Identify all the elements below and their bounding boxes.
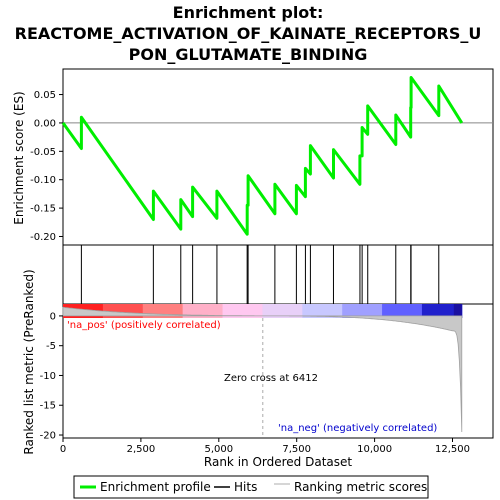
es-ytick-label: 0.05 <box>34 90 56 101</box>
title-line-2: REACTOME_ACTIVATION_OF_KAINATE_RECEPTORS… <box>15 24 482 43</box>
legend-es-label: Enrichment profile <box>100 480 211 494</box>
es-ytick-label: -0.20 <box>30 232 56 243</box>
legend-hits-label: Hits <box>234 480 257 494</box>
pos-correlated-label: 'na_pos' (positively correlated) <box>67 320 221 331</box>
color-band-segment <box>342 304 383 318</box>
es-curve <box>61 76 464 236</box>
color-band-segment <box>421 304 463 318</box>
color-band-segment <box>222 304 263 318</box>
es-ytick-label: -0.05 <box>30 147 56 158</box>
color-band-group <box>63 304 463 318</box>
color-band-segment <box>302 304 343 318</box>
metric-group <box>62 306 463 438</box>
xtick-label: 10,000 <box>357 444 392 455</box>
color-band-segment <box>382 304 423 318</box>
hits-panel-frame <box>62 244 494 305</box>
color-band-end <box>453 304 462 318</box>
metric-y-axis: 0 -5 -10 -15 -20 <box>40 311 63 442</box>
es-ytick-label: 0.00 <box>34 118 56 129</box>
es-curve-group <box>61 76 464 236</box>
xtick-label: 0 <box>60 444 66 455</box>
ranked-metric-area <box>62 306 463 433</box>
color-band-segment <box>182 304 224 318</box>
metric-ylabel: Ranked list metric (PreRanked) <box>22 269 36 454</box>
es-ylabel: Enrichment score (ES) <box>12 91 26 224</box>
es-ytick-label: -0.10 <box>30 175 56 186</box>
xtick-label: 5,000 <box>204 444 233 455</box>
hits-group <box>80 245 440 304</box>
metric-ytick-label: -15 <box>40 401 56 412</box>
metric-panel-frame <box>62 303 494 439</box>
xtick-label: 12,500 <box>435 444 470 455</box>
metric-ytick-label: -20 <box>40 431 56 442</box>
color-band-segment <box>262 304 303 318</box>
legend-box <box>73 475 429 499</box>
legend-metric-label: Ranking metric scores <box>294 480 427 494</box>
xtick-label: 2,500 <box>127 444 156 455</box>
metric-ytick-label: -5 <box>46 341 56 352</box>
xlabel: Rank in Ordered Dataset <box>204 455 352 469</box>
title-line-1: Enrichment plot: <box>173 3 324 22</box>
xtick-label: 7,500 <box>282 444 311 455</box>
es-y-axis: 0.05 0.00 -0.05 -0.10 -0.15 -0.20 <box>30 90 63 243</box>
metric-ytick-label: 0 <box>50 311 56 322</box>
es-ytick-label: -0.15 <box>30 204 56 215</box>
title-line-3: PON_GLUTAMATE_BINDING <box>129 45 368 64</box>
metric-ytick-label: -10 <box>40 371 56 382</box>
neg-correlated-label: 'na_neg' (negatively correlated) <box>278 423 437 434</box>
x-axis: 0 2,500 5,000 7,500 10,000 12,500 <box>60 438 470 455</box>
zero-cross-label: Zero cross at 6412 <box>224 373 318 384</box>
es-panel-frame <box>62 68 494 246</box>
